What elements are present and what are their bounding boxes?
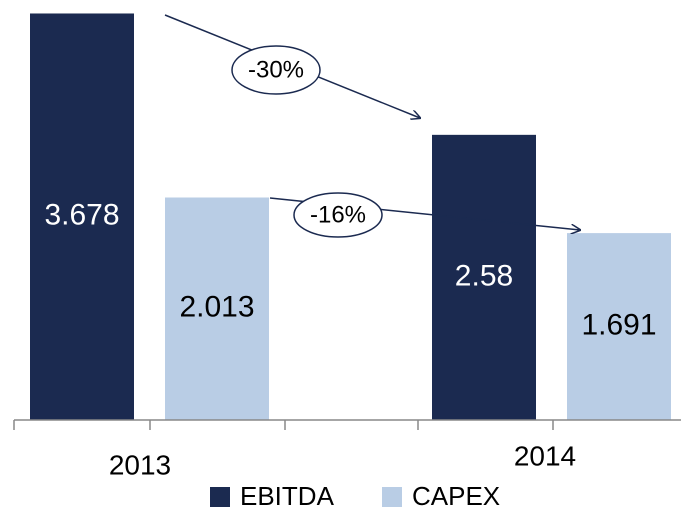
- annotation: -30%: [248, 56, 304, 83]
- data-label: 2.58: [455, 259, 513, 292]
- legend-label: EBITDA: [240, 481, 335, 511]
- legend-swatch: [382, 487, 402, 507]
- annotation: -16%: [310, 201, 366, 228]
- annotation-ellipse: [231, 45, 321, 95]
- data-label: 1.691: [581, 308, 656, 341]
- bar: [165, 197, 269, 420]
- x-tick-label: 2014: [514, 440, 576, 471]
- annotation-ellipse: [293, 192, 383, 238]
- bar: [30, 13, 134, 420]
- data-label: 3.678: [44, 199, 119, 232]
- bar: [432, 134, 536, 420]
- data-label: 2.013: [179, 291, 254, 324]
- legend-swatch: [210, 487, 230, 507]
- legend-label: CAPEX: [412, 481, 500, 511]
- bar: [567, 233, 671, 420]
- x-tick-label: 2013: [109, 449, 171, 480]
